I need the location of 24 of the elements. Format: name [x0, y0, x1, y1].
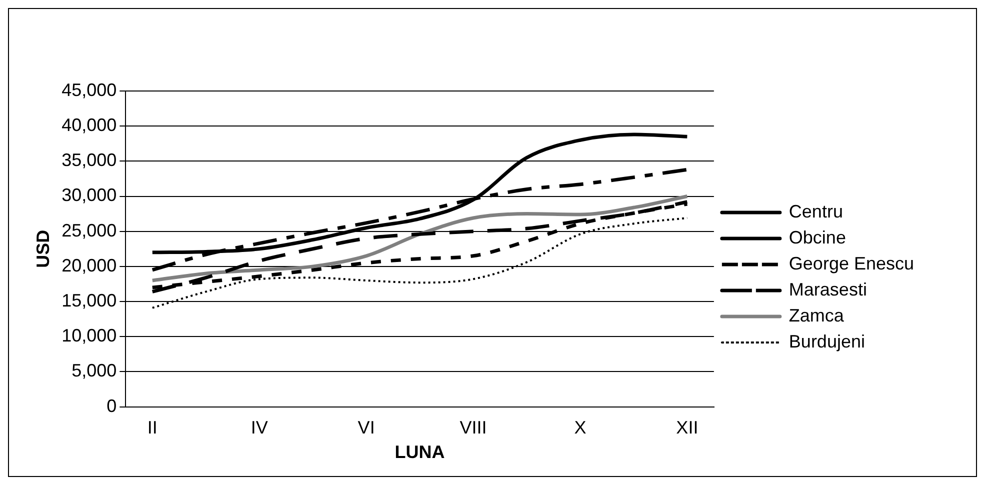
x-tick-label: VIII	[460, 418, 487, 438]
y-tick-label: 25,000	[62, 220, 117, 240]
legend-label: Obcine	[788, 227, 846, 248]
legend-label: Marasesti	[788, 279, 867, 300]
y-tick-label: 20,000	[62, 255, 117, 276]
y-tick-label: 35,000	[62, 150, 117, 170]
legend-label: Zamca	[788, 305, 845, 326]
y-tick-label: 10,000	[62, 326, 117, 346]
x-tick-label: XII	[676, 418, 698, 438]
y-tick-label: 30,000	[62, 185, 117, 206]
x-tick-label: IV	[250, 418, 268, 438]
x-tick-label: VI	[358, 418, 375, 438]
legend-label: Burdujeni	[788, 331, 865, 352]
y-tick-label: 40,000	[62, 115, 117, 136]
x-tick-label: X	[574, 418, 586, 438]
x-tick-label: II	[147, 418, 158, 438]
y-tick-label: 5,000	[72, 360, 117, 381]
x-axis-title: LUNA	[394, 442, 445, 462]
y-axis-title: USD	[32, 230, 53, 268]
y-tick-label: 45,000	[62, 80, 117, 100]
y-tick-label: 15,000	[62, 290, 117, 310]
legend-label: George Enescu	[788, 253, 914, 274]
y-tick-label: 0	[106, 396, 117, 416]
legend-label: Centru	[788, 201, 843, 222]
